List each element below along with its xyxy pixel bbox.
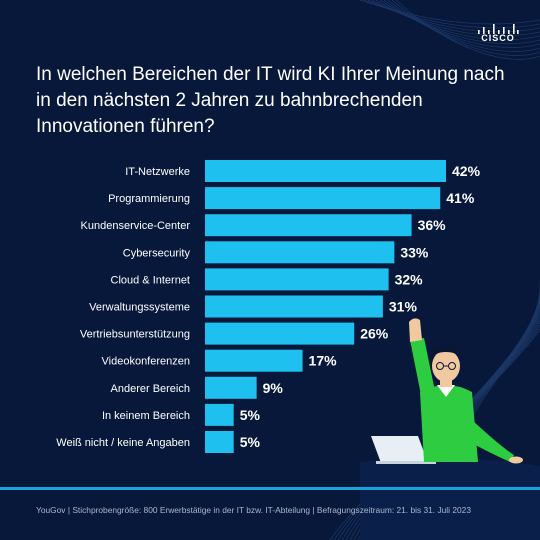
value-label: 42% <box>452 163 481 179</box>
bar <box>205 160 446 182</box>
chart-title: In welchen Bereichen der IT wird KI Ihre… <box>36 64 505 137</box>
value-label: 36% <box>418 217 447 233</box>
value-label: 5% <box>240 407 261 423</box>
category-label: Verwaltungssysteme <box>89 302 190 314</box>
bar <box>205 214 412 237</box>
bar <box>205 187 441 210</box>
category-label: Videokonferenzen <box>102 356 190 368</box>
cisco-logo <box>478 24 519 34</box>
category-label: Cloud & Internet <box>111 274 191 286</box>
category-label: Vertriebsunterstützung <box>80 329 190 341</box>
category-label: Cybersecurity <box>123 247 191 259</box>
source-footnote: YouGov | Stichprobengröße: 800 Erwerbstä… <box>36 505 471 515</box>
value-label: 41% <box>446 190 475 206</box>
value-label: 26% <box>360 326 389 342</box>
footer-divider <box>0 487 540 490</box>
value-label: 31% <box>389 299 418 315</box>
bar <box>205 295 383 318</box>
bar <box>205 268 389 291</box>
bar <box>205 431 234 453</box>
category-label: Anderer Bereich <box>111 383 191 395</box>
value-label: 5% <box>240 434 261 450</box>
value-label: 32% <box>395 271 424 287</box>
category-label: Programmierung <box>108 193 190 205</box>
bar <box>205 322 355 345</box>
cisco-logo-text: CISCO <box>481 33 515 43</box>
bar <box>205 241 395 264</box>
bar <box>205 376 257 399</box>
bar <box>205 349 303 372</box>
value-label: 17% <box>309 353 338 369</box>
category-label: Kundenservice-Center <box>81 220 191 232</box>
category-label: IT-Netzwerke <box>125 166 190 178</box>
category-label: Weiß nicht / keine Angaben <box>56 437 190 449</box>
value-label: 9% <box>263 380 284 396</box>
category-label: In keinem Bereich <box>102 410 190 422</box>
bar <box>205 403 234 426</box>
value-label: 33% <box>400 244 429 260</box>
